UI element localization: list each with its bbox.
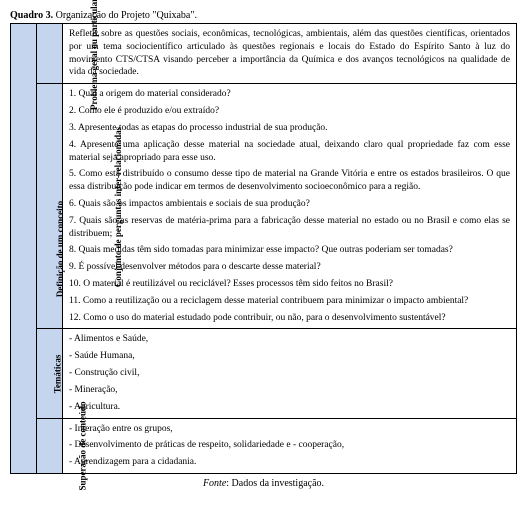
content-line: 6. Quais são os impactos ambientais e so…	[69, 198, 510, 211]
content-line: - Interação entre os grupos,	[69, 423, 510, 436]
project-table: Definição de um conceitoProblema geral o…	[10, 23, 517, 474]
content-line: 10. O material é reutilizável ou reciclá…	[69, 278, 510, 291]
content-line: - Alimentos e Saúde,	[69, 333, 510, 346]
row-header-label: Temáticas	[53, 355, 63, 394]
row-header-label: Problema geral ou particular	[90, 0, 100, 110]
row-header: Superação de conteúdo	[37, 418, 63, 473]
row-content: - Alimentos e Saúde, - Saúde Humana, - Con…	[63, 329, 517, 418]
content-line: 9. É possível desenvolver métodos para o…	[69, 261, 510, 274]
content-line: 5. Como está distribuído o consumo desse…	[69, 168, 510, 194]
row-header: Problema geral ou particular	[37, 24, 63, 84]
content-line: 3. Apresente todas as etapas do processo…	[69, 122, 510, 135]
content-line: 4. Apresente uma aplicação desse materia…	[69, 139, 510, 165]
section-header-main: Definição de um conceito	[11, 24, 37, 474]
content-line: 12. Como o uso do material estudado pode…	[69, 312, 510, 325]
source-label: Fonte	[203, 478, 226, 489]
table-caption: Quadro 3. Organização do Projeto "Quixab…	[10, 10, 517, 21]
source-text: : Dados da investigação.	[226, 478, 324, 489]
row-header-label: Conjunto de perguntas inter-relacionadas	[114, 127, 124, 287]
content-line: 2. Como ele é produzido e/ou extraído?	[69, 105, 510, 118]
content-line: - Aprendizagem para a cidadania.	[69, 456, 510, 469]
row-content: 1. Qual a origem do material considerado…	[63, 84, 517, 329]
row-content: Refletir sobre as questões sociais, econ…	[63, 24, 517, 84]
content-line: 11. Como a reutilização ou a reciclagem …	[69, 295, 510, 308]
content-line: 8. Quais medidas têm sido tomadas para m…	[69, 244, 510, 257]
caption-bold: Quadro 3.	[10, 10, 53, 21]
content-line: - Desenvolvimento de práticas de respeit…	[69, 439, 510, 452]
section-header-main-label: Definição de um conceito	[56, 201, 66, 297]
content-line: - Saúde Humana,	[69, 350, 510, 363]
content-line: 1. Qual a origem do material considerado…	[69, 88, 510, 101]
row-header: Temáticas	[37, 329, 63, 418]
content-line: - Mineração,	[69, 384, 510, 397]
row-header-label: Superação de conteúdo	[79, 402, 89, 491]
content-line: - Construção civil,	[69, 367, 510, 380]
caption-rest: Organização do Projeto "Quixaba".	[53, 10, 197, 21]
content-line: - Agricultura.	[69, 401, 510, 414]
content-line: 7. Quais são as reservas de matéria-prim…	[69, 215, 510, 241]
content-line: Refletir sobre as questões sociais, econ…	[69, 28, 510, 79]
row-content: - Interação entre os grupos, - Desenvolvi…	[63, 418, 517, 473]
